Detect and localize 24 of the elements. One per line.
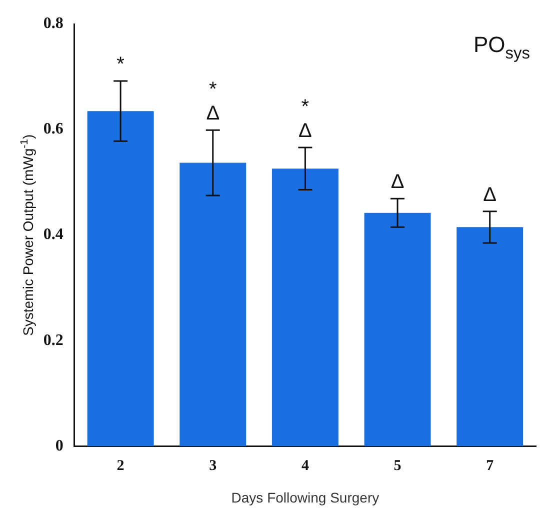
x-tick-label: 4: [301, 458, 310, 474]
y-tick-label: 0.6: [43, 120, 64, 138]
bar: [364, 212, 431, 446]
x-tick-label: 5: [394, 458, 402, 474]
y-tick-label: 0.8: [43, 15, 64, 32]
annotation: *: [208, 78, 217, 101]
annotation: Δ: [206, 102, 220, 125]
annotation: Δ: [298, 120, 312, 142]
y-axis-title: Systemic Power Output (mWg-1): [18, 134, 36, 336]
y-tick-label: 0.2: [43, 332, 64, 349]
annotation: Δ: [390, 171, 404, 194]
bar: [87, 111, 154, 446]
x-tick-label: 7: [486, 458, 494, 474]
bar: [272, 168, 338, 446]
bar: [456, 227, 524, 446]
annotation: *: [301, 96, 310, 118]
y-tick-label: 0.4: [43, 226, 64, 244]
x-tick-label: 3: [209, 458, 217, 474]
x-axis-title: Days Following Surgery: [231, 489, 380, 506]
bar: [180, 162, 246, 446]
x-tick-label: 2: [116, 458, 124, 474]
annotation: *: [116, 54, 125, 76]
y-tick-label: 0: [55, 437, 64, 454]
annotation: Δ: [483, 184, 497, 206]
